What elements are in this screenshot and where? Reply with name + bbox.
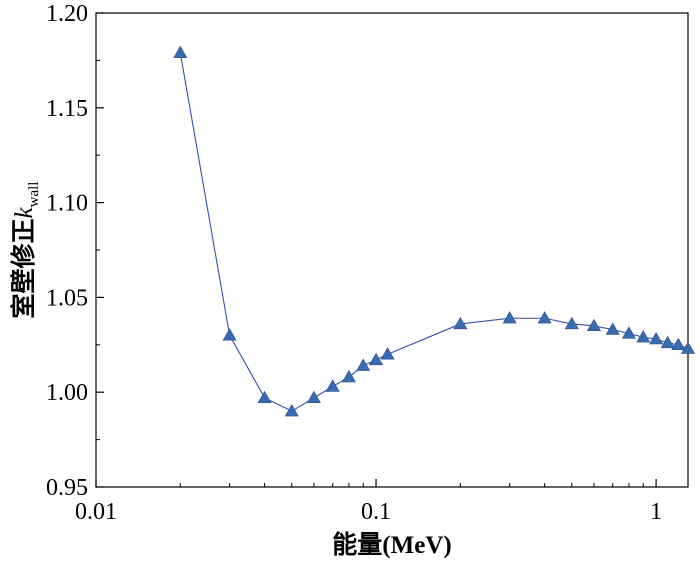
data-point: [564, 316, 579, 330]
series-group: [173, 45, 696, 417]
y-axis-title-prefix: 室壁修正: [9, 218, 38, 318]
data-point: [325, 379, 340, 392]
data-point: [341, 369, 356, 383]
data-point: [222, 328, 237, 341]
data-point: [306, 390, 321, 404]
x-tick-label-2: 1: [650, 499, 662, 525]
y-axis-title-subscript: wall: [26, 182, 42, 208]
plot-frame: [95, 12, 689, 488]
data-point: [502, 311, 517, 324]
ticks: 0.95 1.00 1.05 1.10 1.15 1.20 0.01 0.1 1: [46, 1, 662, 525]
data-point: [369, 352, 384, 366]
data-point: [356, 358, 371, 371]
data-point: [605, 322, 620, 335]
y-tick-label-3: 1.10: [46, 191, 88, 217]
y-tick-label-0: 0.95: [46, 475, 88, 501]
y-axis-title-symbol: k: [11, 206, 38, 218]
data-point: [453, 316, 468, 330]
data-point: [380, 347, 395, 360]
data-point: [671, 337, 686, 350]
y-axis-title: 室壁修正kwall: [9, 182, 42, 319]
data-point: [660, 335, 675, 349]
data-point: [257, 390, 272, 404]
data-point: [636, 330, 651, 343]
data-point: [586, 318, 601, 332]
y-tick-label-1: 1.00: [46, 380, 88, 406]
data-point: [537, 311, 552, 324]
axes: [95, 12, 689, 488]
y-tick-label-5: 1.20: [46, 1, 88, 27]
y-tick-label-2: 1.05: [46, 285, 88, 311]
series-line-0: [179, 52, 689, 412]
svg-text:室壁修正kwall: 室壁修正kwall: [9, 182, 42, 319]
data-point: [284, 404, 299, 417]
y-tick-label-4: 1.15: [46, 96, 88, 122]
data-point: [173, 45, 188, 58]
x-tick-label-0: 0.01: [75, 499, 117, 525]
x-tick-label-1: 0.1: [361, 499, 391, 525]
data-point: [621, 326, 636, 339]
data-point: [649, 332, 664, 345]
data-point: [680, 341, 696, 354]
x-axis-title: 能量(MeV): [332, 530, 451, 559]
